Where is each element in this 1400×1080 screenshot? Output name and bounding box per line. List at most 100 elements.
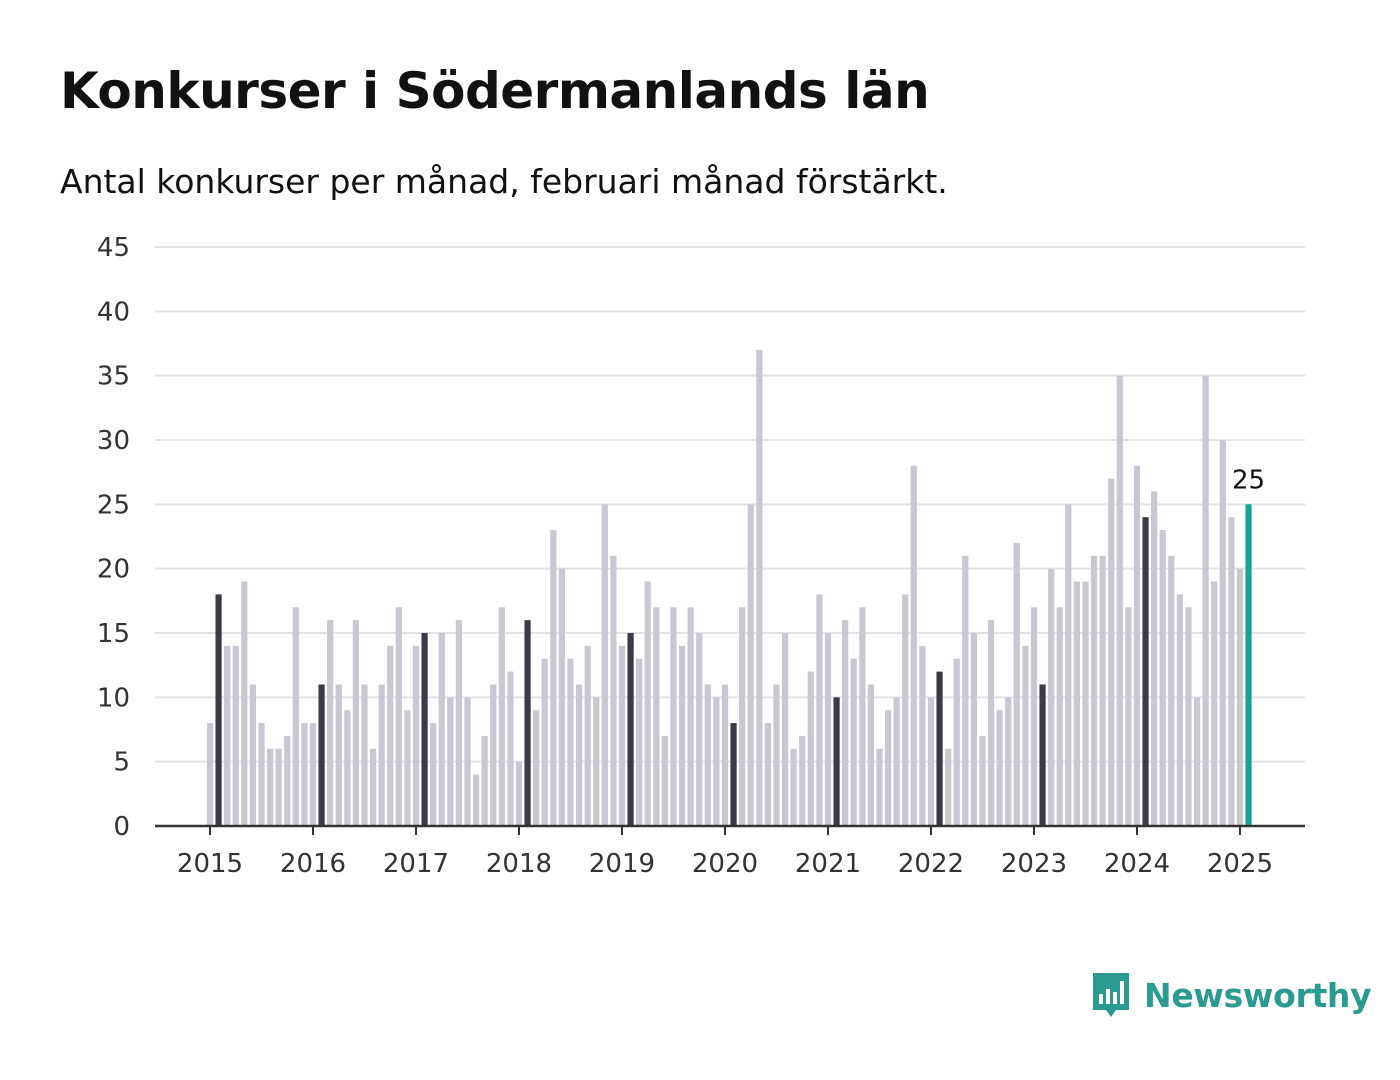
bar [859,607,866,826]
bar [378,684,385,826]
bar [395,607,402,826]
bar [1039,684,1046,826]
bar [884,710,892,826]
bar [962,555,969,826]
x-tick-label: 2022 [898,849,964,879]
bar [945,748,952,826]
bar [919,645,926,826]
bar [1125,607,1132,826]
bar [507,671,514,826]
bar [361,684,368,826]
bar [258,723,265,826]
bar [481,735,488,826]
bar [653,607,660,826]
x-tick-label: 2016 [280,849,346,879]
bar [558,568,565,826]
bar [661,735,668,826]
bar [1151,491,1158,826]
bar [430,723,437,826]
bar [584,645,591,826]
bar [498,607,505,826]
bar [593,697,600,826]
bar [773,684,780,826]
bar [309,723,317,826]
bar [1048,568,1055,826]
bar [627,633,634,826]
bar [704,684,711,826]
y-tick-label: 5 [113,748,130,778]
bar [1185,607,1192,826]
y-tick-label: 25 [97,490,130,520]
bar [1159,530,1166,826]
y-tick-label: 15 [97,619,130,649]
bar [678,645,686,826]
bar [1090,555,1098,826]
bar [910,465,917,826]
bar [1202,375,1209,826]
bar [927,697,935,826]
chart-title: Konkurser i Södermanlands län [60,62,930,120]
brand-name: Newsworthy [1144,975,1372,1015]
y-tick-label: 20 [97,555,130,585]
bar [490,684,497,826]
bar [739,607,746,826]
bar [541,658,548,826]
bar [730,723,737,826]
bar [1013,542,1020,826]
y-tick-label: 35 [97,362,130,392]
bar [987,620,995,826]
bar [687,607,694,826]
bar [970,633,977,826]
bar [799,735,806,826]
bar [438,633,445,826]
bar [284,735,291,826]
x-tick-label: 2020 [692,849,758,879]
bar [1116,375,1123,826]
x-tick-label: 2024 [1104,849,1170,879]
bar [1133,465,1141,826]
bar [1219,440,1226,826]
bar [1245,504,1252,826]
bar [1005,697,1012,826]
bar [1056,607,1063,826]
bar [807,671,814,826]
bar [301,723,308,826]
latest-value-label: 25 [1232,465,1265,495]
bar [902,594,909,826]
bar [601,504,608,826]
bar [636,658,643,826]
bar [352,620,360,826]
bar [1099,555,1106,826]
bar [996,710,1003,826]
chart-subtitle: Antal konkurser per månad, februari måna… [60,162,948,201]
bar [713,697,720,826]
bar [515,761,523,826]
bar [1142,517,1149,826]
bar [1108,478,1115,826]
bar [953,658,960,826]
y-tick-label: 40 [97,297,130,327]
bar [1211,581,1218,826]
bar [232,645,239,826]
bar [721,684,729,826]
x-tick-label: 2019 [589,849,655,879]
bar [1030,607,1038,826]
bar [249,684,257,826]
bar [567,658,574,826]
bar [764,723,771,826]
x-tick-label: 2017 [383,849,449,879]
bar [335,684,342,826]
bar [850,658,857,826]
bar [404,710,411,826]
bar [842,620,849,826]
bar [824,633,832,826]
bar [756,349,763,826]
x-tick-label: 2015 [177,849,243,879]
bar [644,581,651,826]
bar [1082,581,1089,826]
bar [215,594,222,826]
bar [790,748,797,826]
bar [670,607,677,826]
bar [447,697,454,826]
